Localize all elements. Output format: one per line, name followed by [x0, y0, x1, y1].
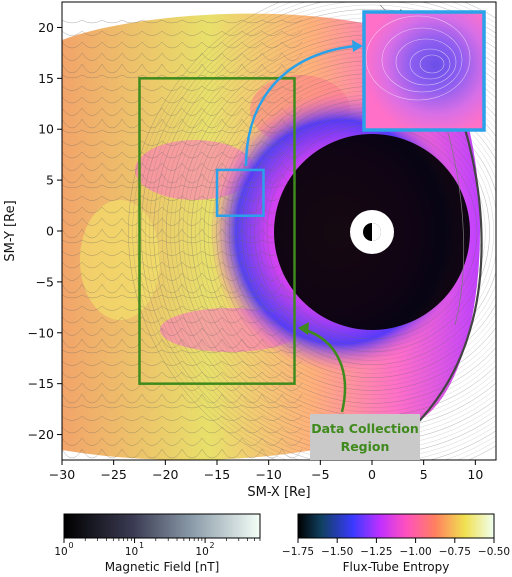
y-tick-label: −5 [36, 274, 54, 289]
y-tick-label: 10 [38, 122, 54, 137]
colorbar-tick-label: 10 [125, 546, 138, 558]
colorbar-tick-label: −1.25 [360, 546, 392, 558]
x-tick-label: 0 [368, 467, 376, 482]
y-axis: −20 −15 −10 −5 0 5 10 15 20 [28, 20, 62, 442]
x-axis-label: SM-X [Re] [247, 485, 310, 500]
x-tick-label: −10 [255, 467, 281, 482]
x-tick-label: −5 [311, 467, 329, 482]
colorbar-tick-label: 10 [54, 546, 67, 558]
x-tick-label: 10 [467, 467, 483, 482]
y-tick-label: 5 [46, 173, 54, 188]
annotation-line-2: Region [341, 439, 390, 454]
y-tick-label: −10 [28, 325, 54, 340]
annotation-line-1: Data Collection [311, 421, 419, 436]
y-tick-label: 0 [46, 224, 54, 239]
zoom-arrow-head [352, 40, 363, 52]
x-tick-label: −20 [152, 467, 178, 482]
colorbar-tick-label: −0.75 [439, 546, 471, 558]
data-collection-region-box [138, 77, 296, 385]
region-arrow-head [298, 322, 309, 335]
x-tick-label: −30 [49, 467, 75, 482]
zoom-inset [362, 10, 486, 132]
colorbar-entropy-label: Flux-Tube Entropy [343, 560, 450, 574]
colorbar-tick-label: −1.50 [321, 546, 353, 558]
colorbar-tick-label: −1.75 [282, 546, 314, 558]
colorbar-magnetic-field-bar [63, 513, 261, 539]
zoom-arrow [244, 44, 358, 167]
x-axis: −30 −25 −20 −15 −10 −5 0 5 10 [49, 460, 483, 482]
zoom-inset-frame [362, 10, 486, 132]
colorbar-tick-label: −1.00 [400, 546, 432, 558]
x-tick-label: −15 [204, 467, 230, 482]
x-tick-label: 5 [420, 467, 428, 482]
y-axis-label: SM-Y [Re] [3, 200, 18, 261]
colorbar-entropy: −1.75 −1.50 −1.25 −1.00 −0.75 −0.50 Flux-Tube… [282, 513, 510, 574]
colorbar-tick-label: 10 [195, 546, 208, 558]
zoom-source-box [215, 168, 265, 217]
region-arrow [304, 328, 347, 413]
y-tick-label: 20 [38, 20, 54, 35]
colorbar-tick-exponent: 0 [68, 541, 73, 550]
colorbar-magnetic-field-label: Magnetic Field [nT] [105, 560, 220, 574]
y-tick-label: −20 [28, 427, 54, 442]
colorbar-entropy-bar [297, 513, 495, 539]
colorbar-tick-exponent: 1 [139, 541, 144, 550]
colorbar-tick-label: −0.50 [478, 546, 510, 558]
y-tick-label: −15 [28, 376, 54, 391]
x-tick-label: −25 [100, 467, 126, 482]
colorbar-tick-exponent: 2 [210, 541, 215, 550]
annotation-box [310, 414, 420, 460]
y-tick-label: 15 [38, 71, 54, 86]
